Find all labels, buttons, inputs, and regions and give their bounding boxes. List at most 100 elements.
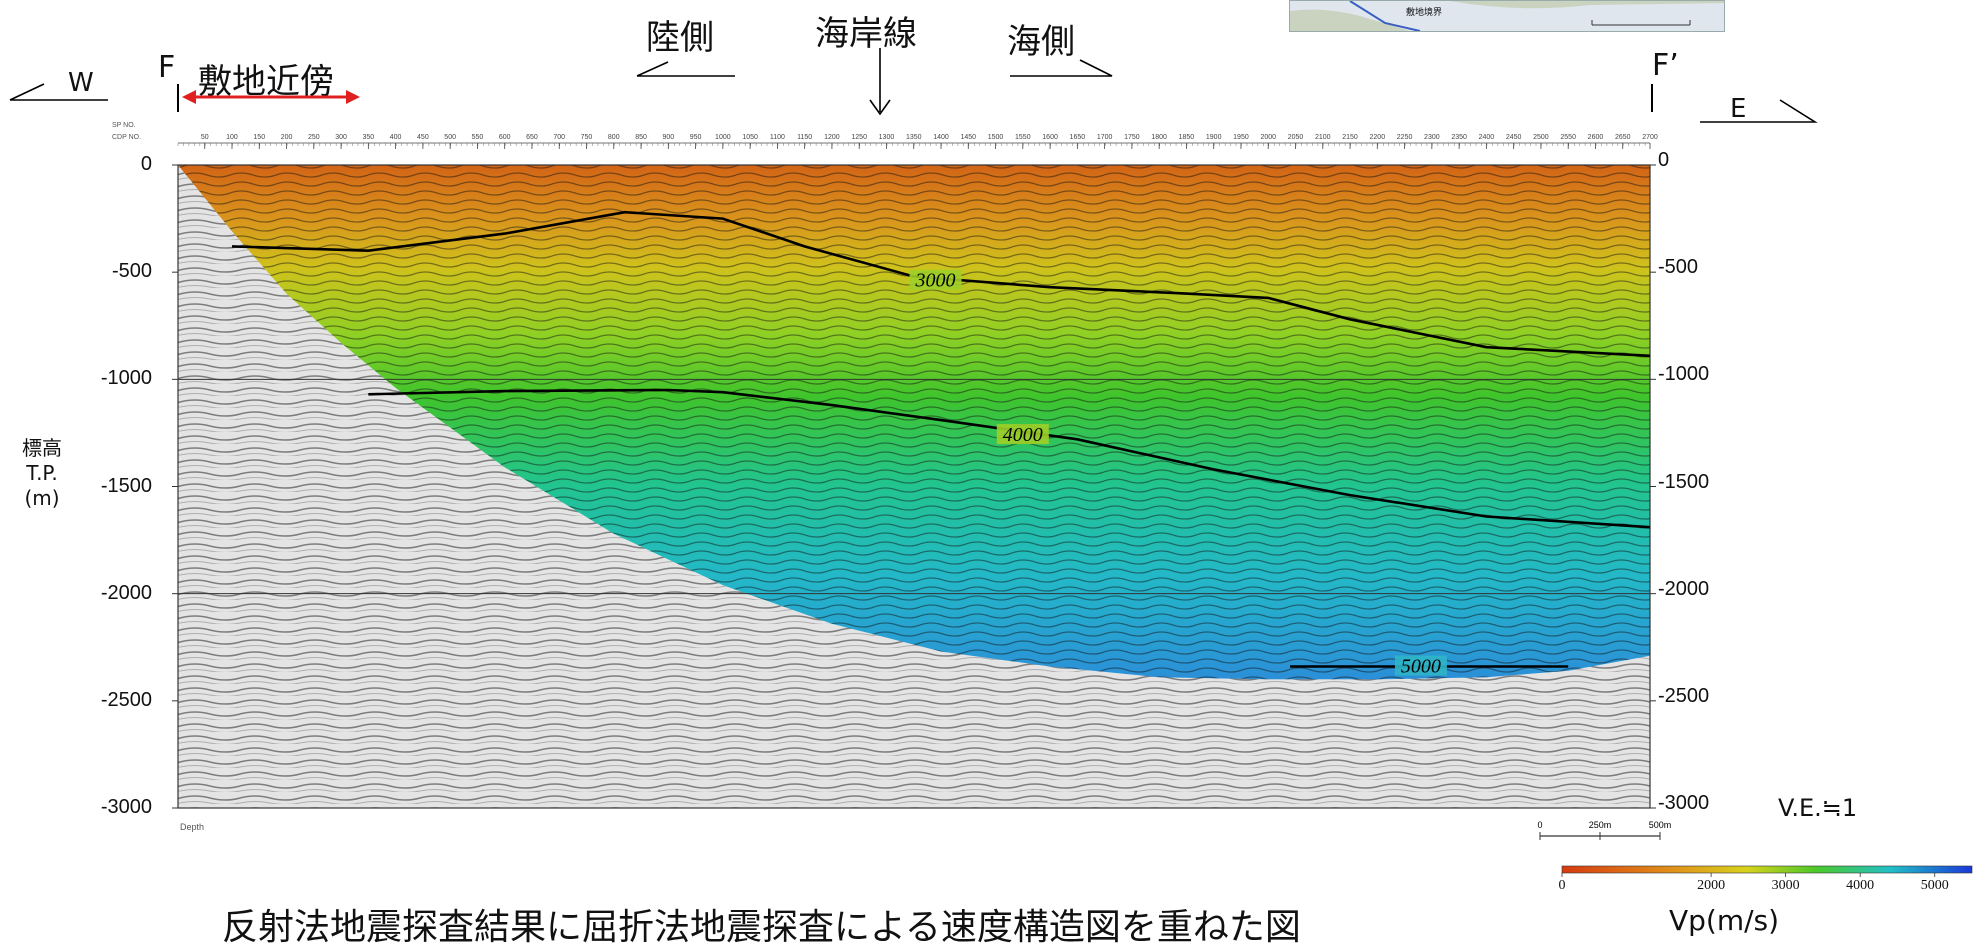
cdp-tick-label: 2300 [1424, 134, 1440, 141]
colorbar-tick-label: 0 [1558, 878, 1566, 893]
cdp-tick-label: 1150 [797, 134, 812, 141]
cdp-tick-label: 1250 [851, 134, 867, 141]
depth-label: Depth [180, 822, 204, 832]
cdp-tick-label: 2250 [1397, 134, 1413, 141]
cdp-tick-label: 800 [608, 134, 620, 141]
contour-label-5000: 5000 [1401, 656, 1441, 678]
cdp-tick-label: 300 [335, 134, 347, 141]
cdp-tick-label: 1200 [824, 134, 840, 141]
cdp-tick-label: 2050 [1288, 134, 1304, 141]
colorbar-tick-label: 4000 [1846, 878, 1875, 893]
contour-label-4000: 4000 [1003, 424, 1043, 446]
cdp-tick-label: 1950 [1233, 134, 1249, 141]
cdp-tick-label: 1550 [1015, 134, 1031, 141]
coastline-label: 海岸線 [815, 14, 917, 54]
cdp-tick-label: 2700 [1642, 134, 1658, 141]
y-tick-left: -500 [111, 260, 152, 283]
y-tick-right: -500 [1658, 256, 1699, 279]
colorbar [1561, 865, 1973, 874]
contour-label-bg-3000 [909, 269, 962, 290]
contour-4000 [368, 388, 1650, 529]
cdp-tick-label: 450 [417, 134, 429, 141]
y-tick-right: -2500 [1658, 684, 1710, 707]
cdp-tick-label: 1400 [933, 134, 949, 141]
cdp-tick-label: 1600 [1042, 134, 1058, 141]
y-tick-left: -2500 [100, 688, 152, 711]
colorbar-label: Vp(m/s) [1669, 904, 1780, 937]
cdp-tick-label: 1750 [1124, 134, 1140, 141]
figure-caption: 反射法地震探査結果に屈折法地震探査による速度構造図を重ねた図 [222, 907, 1301, 948]
west-label: W [68, 68, 94, 98]
west-direction-mark [9, 83, 108, 101]
cdp-tick-label: 1000 [715, 134, 731, 141]
vertical-exaggeration-label: V.E.≒1 [1778, 794, 1858, 822]
contour-label-bg-5000 [1394, 655, 1447, 676]
cdp-tick-label: 350 [362, 134, 374, 141]
land-side-label: 陸側 [646, 18, 714, 58]
site-vicinity-arrow-left [182, 90, 196, 104]
scale-label-0: 0 [1537, 820, 1542, 830]
cdp-tick-label: 900 [662, 134, 674, 141]
y-tick-left: 0 [140, 153, 152, 175]
y-axis-title-line1: 標高 [22, 436, 62, 460]
cdp-tick-label: 1500 [988, 134, 1004, 141]
cdp-tick-label: 2200 [1370, 134, 1386, 141]
y-axis-title-line2: T.P. [26, 461, 58, 485]
cdp-tick-label: 2600 [1588, 134, 1604, 141]
inset-map-drawing [1290, 1, 1724, 31]
cdp-tick-label: 700 [553, 134, 565, 141]
cdp-tick-label: 2350 [1451, 134, 1467, 141]
y-axis-title-line3: (m) [24, 486, 60, 510]
y-tick-right: -3000 [1658, 792, 1710, 814]
cdp-tick-label: 1900 [1206, 134, 1222, 141]
colorbar-tick-label: 2000 [1697, 878, 1726, 893]
cdp-tick-label: 100 [226, 134, 238, 141]
cdp-tick-label: 1850 [1179, 134, 1195, 141]
sea-side-label: 海側 [1007, 22, 1075, 62]
land-side-mark [636, 61, 735, 77]
scale-label-500: 500m [1649, 820, 1672, 830]
point-f-prime-label: F’ [1652, 48, 1679, 83]
cdp-tick-label: 200 [281, 134, 293, 141]
cdp-tick-label: 2650 [1615, 134, 1631, 141]
cdp-tick-label: 1650 [1070, 134, 1086, 141]
cdp-tick-label: 250 [308, 134, 320, 141]
cdp-tick-label: 50 [201, 134, 209, 141]
y-tick-left: -1000 [100, 367, 152, 390]
cdp-tick-label: 950 [690, 134, 702, 141]
site-vicinity-arrow-right [346, 90, 360, 104]
y-tick-left: -1500 [100, 474, 152, 497]
cdp-tick-label: 150 [253, 134, 265, 141]
inset-map-text: 敷地境界 [1406, 8, 1443, 18]
coastline-arrow [869, 48, 891, 116]
cdp-tick-label: 1800 [1151, 134, 1167, 141]
y-tick-right: -1000 [1658, 363, 1710, 386]
cdp-tick-label: 1450 [960, 134, 976, 141]
sp-no-label: SP NO. [112, 122, 136, 129]
contour-label-3000: 3000 [915, 270, 956, 292]
cdp-tick-label: 1300 [879, 134, 895, 141]
colorbar-tick-label: 5000 [1920, 878, 1949, 893]
inset-map: 敷地境界 [1289, 0, 1725, 32]
y-tick-right: -1500 [1658, 470, 1710, 493]
cdp-tick-label: 850 [635, 134, 647, 141]
cdp-tick-label: 550 [472, 134, 484, 141]
cdp-tick-label: 2400 [1479, 134, 1495, 141]
y-tick-right: -2000 [1658, 577, 1710, 600]
cdp-tick-label: 600 [499, 134, 511, 141]
cdp-tick-label: 1050 [742, 134, 758, 141]
cdp-tick-label: 2100 [1315, 134, 1331, 141]
sea-side-mark [1010, 59, 1113, 77]
cdp-tick-label: 1350 [906, 134, 922, 141]
cdp-tick-label: 2000 [1260, 134, 1276, 141]
cdp-tick-label: 2450 [1506, 134, 1522, 141]
colorbar-tick-label: 3000 [1771, 878, 1800, 893]
cdp-tick-label: 750 [581, 134, 593, 141]
point-f-label: F [158, 50, 176, 85]
east-label: E [1730, 94, 1747, 124]
cdp-tick-label: 500 [444, 134, 456, 141]
cdp-tick-label: 1100 [770, 134, 785, 141]
y-tick-right: 0 [1658, 149, 1670, 171]
cdp-tick-label: 400 [390, 134, 402, 141]
